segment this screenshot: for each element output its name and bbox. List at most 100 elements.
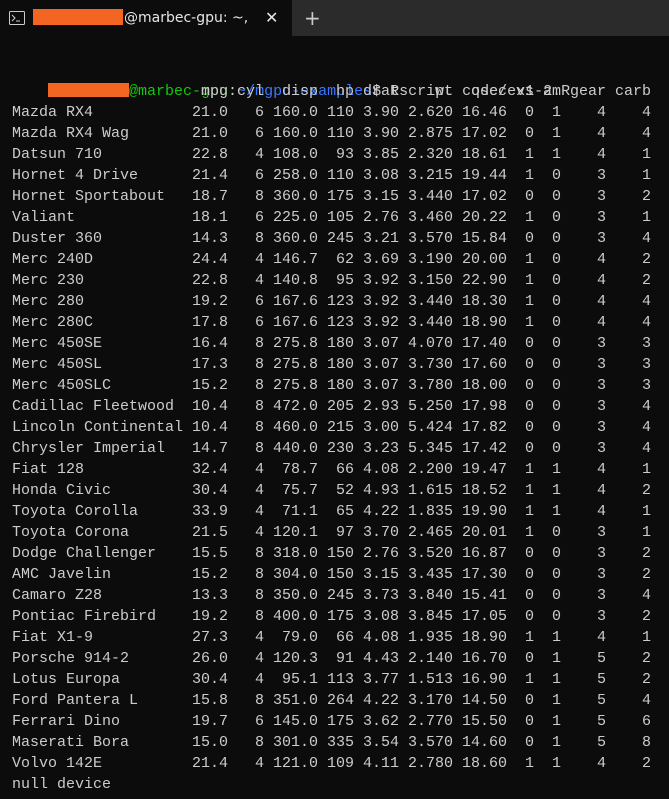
cell-value: 6 (254, 125, 264, 142)
cell-value: 120.1 (272, 524, 318, 541)
cell-value: 3.845 (407, 608, 453, 625)
cell-value: 4 (596, 104, 606, 121)
cell-value: 175 (326, 608, 354, 625)
cell-value: 62 (335, 251, 354, 268)
cell-value: 5 (596, 734, 606, 751)
cell-value: 0 (551, 272, 561, 289)
cell-value: 2 (641, 755, 651, 772)
cell-value: 95 (335, 272, 354, 289)
cell-value: 318.0 (272, 545, 318, 562)
cell-value: 1 (551, 734, 561, 751)
cell-value: 0 (524, 356, 534, 373)
table-row: Ford Pantera L 15.8 8 351.0 264 4.22 3.170 14.5… (12, 690, 662, 711)
cell-value: 8 (254, 566, 264, 583)
cell-value: 360.0 (272, 188, 318, 205)
cell-value: 0 (551, 335, 561, 352)
row-name: Ferrari Dino (12, 713, 121, 730)
cell-value: 2.140 (407, 650, 453, 667)
cell-value: 20.00 (461, 251, 507, 268)
table-row: Honda Civic 30.4 4 75.7 52 4.93 1.615 18.52 1 1 4 2 (12, 480, 662, 501)
table-row: Lincoln Continental 10.4 8 460.0 215 3.00 5.42… (12, 417, 662, 438)
cell-value: 66 (335, 629, 354, 646)
cell-value: 3.150 (407, 272, 453, 289)
cell-value: 19.90 (461, 503, 507, 520)
cell-value: 16.87 (461, 545, 507, 562)
cell-value: 16.4 (191, 335, 228, 352)
cell-value: 1.513 (407, 671, 453, 688)
cell-value: 3.23 (362, 440, 399, 457)
table-row: Hornet 4 Drive 21.4 6 258.0 110 3.08 3.215 19.4… (12, 165, 662, 186)
cell-value: 167.6 (272, 293, 318, 310)
column-header: am (542, 83, 561, 100)
cell-value: 5 (596, 692, 606, 709)
new-tab-button[interactable]: + (304, 6, 321, 30)
prompt-separator: : (228, 83, 238, 100)
cell-value: 2 (641, 545, 651, 562)
cell-value: 2.770 (407, 713, 453, 730)
cell-value: 3.440 (407, 293, 453, 310)
cell-value: 0 (524, 587, 534, 604)
cell-value: 1 (524, 314, 534, 331)
cell-value: 6 (254, 167, 264, 184)
cell-value: 8 (254, 545, 264, 562)
cell-value: 0 (524, 608, 534, 625)
cell-value: 4 (254, 251, 264, 268)
cell-value: 3.15 (362, 188, 399, 205)
row-name: Mazda RX4 Wag (12, 125, 130, 142)
column-header: carb (614, 83, 651, 100)
cell-value: 3 (596, 587, 606, 604)
table-row: Lotus Europa 30.4 4 95.1 113 3.77 1.513 16.90 1 1… (12, 669, 662, 690)
cell-value: 0 (551, 608, 561, 625)
cell-value: 110 (326, 167, 354, 184)
cell-value: 1 (551, 755, 561, 772)
cell-value: 3.780 (407, 377, 453, 394)
cell-value: 110 (326, 125, 354, 142)
table-row: Mazda RX4 Wag 21.0 6 160.0 110 3.90 2.875 17.02… (12, 123, 662, 144)
cell-value: 22.8 (191, 272, 228, 289)
table-row: Hornet Sportabout 18.7 8 360.0 175 3.15 3.440 1… (12, 186, 662, 207)
cell-value: 21.0 (191, 125, 228, 142)
cell-value: 97 (335, 524, 354, 541)
cell-value: 0 (524, 377, 534, 394)
cell-value: 8 (254, 188, 264, 205)
cell-value: 4 (596, 125, 606, 142)
cell-value: 3 (596, 335, 606, 352)
cell-value: 21.4 (191, 167, 228, 184)
cell-value: 3.62 (362, 713, 399, 730)
cell-value: 18.60 (461, 755, 507, 772)
cell-value: 472.0 (272, 398, 318, 415)
cell-value: 1 (524, 251, 534, 268)
cell-value: 3.00 (362, 419, 399, 436)
cell-value: 6 (254, 293, 264, 310)
cell-value: 4.22 (362, 503, 399, 520)
close-button[interactable]: ✕ (265, 8, 279, 27)
table-row: Chrysler Imperial 14.7 8 440.0 230 3.23 5.345 1… (12, 438, 662, 459)
table-row: Merc 240D 24.4 4 146.7 62 3.69 3.190 20.00 1 0 4 2 (12, 249, 662, 270)
cell-value: 0 (524, 440, 534, 457)
cell-value: 17.02 (461, 125, 507, 142)
cell-value: 0 (551, 356, 561, 373)
cell-value: 8 (254, 440, 264, 457)
cell-value: 0 (524, 230, 534, 247)
cell-value: 15.0 (191, 734, 228, 751)
cell-value: 120.3 (272, 650, 318, 667)
cell-value: 4 (596, 314, 606, 331)
tab[interactable]: @marbec-gpu: ~, ✕ (0, 0, 292, 36)
cell-value: 17.42 (461, 440, 507, 457)
cell-value: 0 (524, 188, 534, 205)
cell-value: 1 (641, 524, 651, 541)
cell-value: 8 (254, 356, 264, 373)
cell-value: 1 (524, 503, 534, 520)
cell-value: 4 (641, 104, 651, 121)
cell-value: 22.8 (191, 146, 228, 163)
row-name: Chrysler Imperial (12, 440, 166, 457)
cell-value: 6 (254, 713, 264, 730)
cell-value: 17.02 (461, 188, 507, 205)
cell-value: 275.8 (272, 335, 318, 352)
cell-value: 1 (524, 167, 534, 184)
cell-value: 3.170 (407, 692, 453, 709)
cell-value: 2 (641, 671, 651, 688)
cell-value: 0 (524, 545, 534, 562)
cell-value: 3 (596, 545, 606, 562)
